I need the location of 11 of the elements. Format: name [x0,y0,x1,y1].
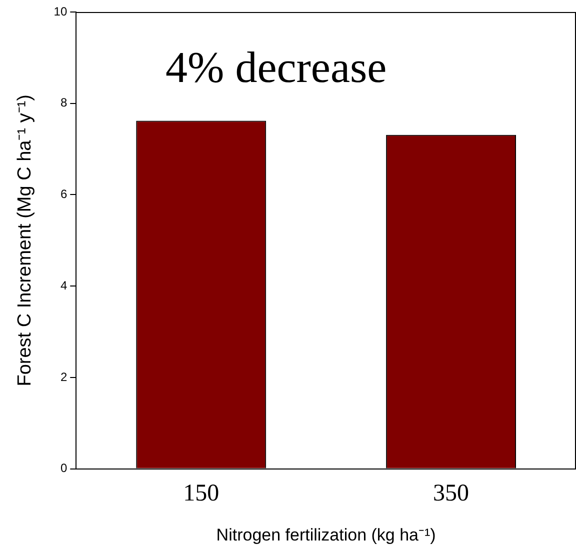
y-tick-label: 10 [54,4,68,18]
y-axis-title: Forest C Increment (Mg C ha⁻¹ y⁻¹) [14,94,36,386]
annotation: 4% decrease [166,43,387,92]
y-tick-label: 0 [60,461,68,476]
y-tick-label: 6 [60,187,68,202]
y-tick-label: 8 [60,96,68,110]
x-tick-label: 150 [183,480,220,506]
x-axis-title: Nitrogen fertilization (kg ha⁻¹) [216,525,436,544]
x-tick-label: 350 [433,480,470,506]
y-tick-label: 2 [60,370,68,384]
y-tick-label: 4 [60,278,68,292]
